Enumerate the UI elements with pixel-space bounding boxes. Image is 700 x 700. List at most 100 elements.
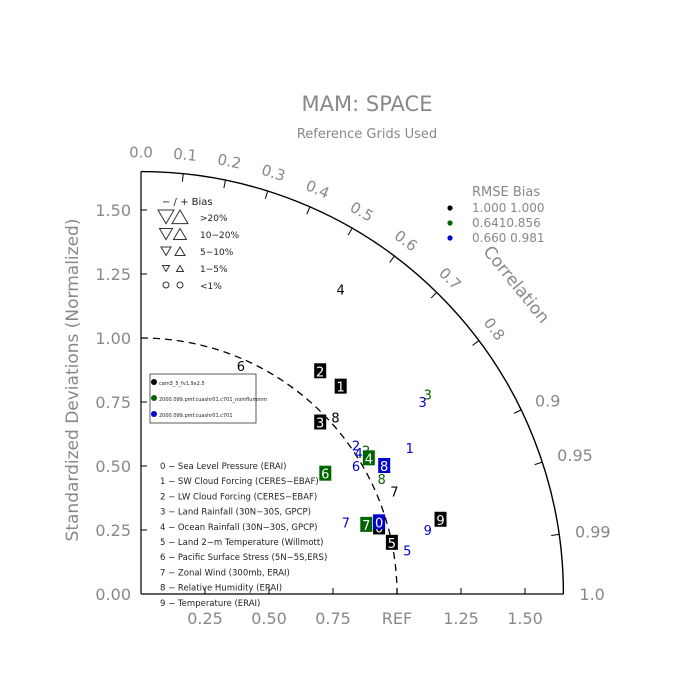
data-point-box: [314, 363, 327, 379]
y-axis-label: Standardized Deviations (Normalized): [63, 219, 83, 542]
correlation-tick-label: 0.4: [303, 176, 332, 202]
correlation-tick-label: 0.7: [435, 264, 465, 294]
data-point-label: 4: [354, 447, 362, 462]
data-point-label: 9: [436, 514, 444, 529]
y-tick-label: 1.50: [95, 201, 131, 220]
data-point-label: 4: [365, 452, 373, 467]
x-tick-label: 0.25: [187, 609, 223, 628]
correlation-tick-label: 0.8: [480, 314, 509, 344]
correlation-tick-mark: [223, 180, 226, 189]
data-point-box: [319, 465, 332, 481]
y-tick-label: 0.25: [95, 521, 131, 540]
bias-down-triangle-icon: [157, 209, 175, 225]
correlation-tick-label: 0.9: [535, 391, 560, 410]
data-point-box: [373, 514, 386, 530]
bias-legend-label: 10−20%: [200, 231, 239, 241]
bias-up-triangle-icon: [172, 227, 188, 241]
correlation-tick-label: 0.5: [347, 198, 377, 226]
y-tick-label: 1.00: [95, 329, 131, 348]
data-point-label: 7: [362, 519, 370, 534]
bias-down-triangle-icon: [158, 228, 174, 241]
y-tick-label: 0.00: [95, 585, 131, 604]
bias-down-triangle-icon: [161, 265, 171, 273]
data-point-label: 6: [237, 360, 245, 375]
variable-legend-item: 5 − Land 2−m Temperature (Willmott): [160, 538, 324, 548]
bias-legend-header: − / + Bias: [162, 197, 213, 208]
variable-legend-item: 1 − SW Cloud Forcing (CERES−EBAF): [160, 477, 319, 487]
y-tick-label: 0.75: [95, 393, 131, 412]
data-point-box: [360, 516, 373, 532]
correlation-label: Correlation: [479, 242, 554, 327]
data-point-label: 7: [390, 486, 398, 501]
axes: [140, 170, 565, 595]
data-point-label: 4: [337, 283, 345, 298]
data-point-box: [434, 511, 447, 527]
data-point-box: [378, 458, 391, 473]
data-point-label: 8: [331, 411, 339, 426]
correlation-tick-mark: [430, 291, 438, 299]
case-legend-dot: [151, 411, 157, 417]
correlation-tick-label: 0.2: [216, 150, 243, 172]
correlation-tick-label: 0.0: [129, 144, 153, 162]
bias-circle-icon: [162, 281, 170, 289]
correlation-tick-label: 0.6: [391, 227, 421, 256]
correlation-tick-label: 0.95: [557, 446, 593, 465]
data-point-label: 7: [342, 516, 350, 531]
correlation-tick-mark: [264, 190, 269, 199]
data-point-label: 0: [375, 516, 383, 531]
correlation-tick-mark: [389, 255, 395, 263]
legends: − / + Bias >20% 10−20% 5−10% 1−5% <1% RMSE…: [149, 185, 545, 609]
bias-circle-icon: [176, 281, 184, 289]
rmse-legend-dot: [447, 235, 453, 241]
data-point-box: [362, 450, 375, 466]
x-tick-label: 1.25: [443, 609, 479, 628]
chart-title: MAM: SPACE: [302, 92, 433, 116]
tick-labels: 0.25 0.50 0.75 REF 1.25 1.500.000.250.500.751…: [95, 144, 610, 628]
correlation-tick-mark: [347, 227, 353, 236]
x-tick-label: 1.50: [507, 609, 543, 628]
correlation-tick-label: 0.99: [575, 522, 611, 541]
case-legend-dot: [151, 379, 157, 385]
case-legend-dot: [151, 395, 157, 401]
rmse-legend-value: 1.000 1.000: [472, 201, 545, 215]
data-point-label: 3: [418, 396, 426, 411]
correlation-tick-label: 0.3: [259, 161, 287, 185]
variable-legend-item: 6 − Pacific Surface Stress (5N−5S,ERS): [160, 553, 327, 563]
data-point-label: 2: [352, 440, 360, 455]
rmse-legend-dot: [447, 205, 453, 211]
bias-down-triangle-icon: [160, 246, 172, 257]
data-point-label: 3: [316, 416, 324, 431]
correlation-tick-mark: [534, 461, 543, 466]
correlation-tick-mark: [472, 340, 480, 346]
correlation-tick-label: 0.1: [172, 145, 198, 165]
correlation-tick-mark: [306, 206, 311, 215]
bias-legend-label: 1−5%: [200, 265, 228, 275]
variable-legend-item: 0 − Sea Level Pressure (ERAI): [160, 462, 287, 472]
data-point-label: 6: [321, 468, 329, 483]
data-point-label: 8: [380, 460, 388, 475]
data-point-box: [334, 378, 347, 394]
case-legend-label: 2000.099.pmf.cuashr01.c701_nomflummm: [159, 397, 267, 403]
correlation-tick-mark: [181, 173, 184, 182]
data-point-label: 9: [424, 524, 432, 539]
outer-arc: [140, 170, 565, 595]
correlation-tick-label: 1.0: [579, 585, 604, 604]
variable-legend-item: 7 − Zonal Wind (300mb, ERAI): [160, 568, 290, 578]
variable-legend-item: 8 − Relative Humidity (ERAI): [160, 584, 282, 594]
data-points: 01234567892346780123456789: [237, 283, 447, 559]
bias-up-triangle-icon: [171, 209, 189, 225]
bias-up-triangle-icon: [174, 246, 186, 256]
correlation-tick-mark: [551, 533, 560, 537]
variable-legend-item: 4 − Ocean Rainfall (30N−30S, GPCP): [160, 523, 317, 533]
y-tick-label: 0.50: [95, 457, 131, 476]
rmse-legend-dot: [447, 220, 453, 226]
case-legend-box: [149, 373, 257, 424]
data-point-label: 1: [406, 442, 414, 457]
x-tick-label: REF: [382, 609, 412, 628]
data-point-label: 5: [388, 537, 396, 552]
rmse-legend-header: RMSE Bias: [472, 185, 540, 200]
x-tick-label: 0.75: [315, 609, 351, 628]
case-legend-label: cam3_5_fv1.9x2.5: [159, 381, 205, 387]
bias-legend-label: <1%: [200, 282, 222, 292]
